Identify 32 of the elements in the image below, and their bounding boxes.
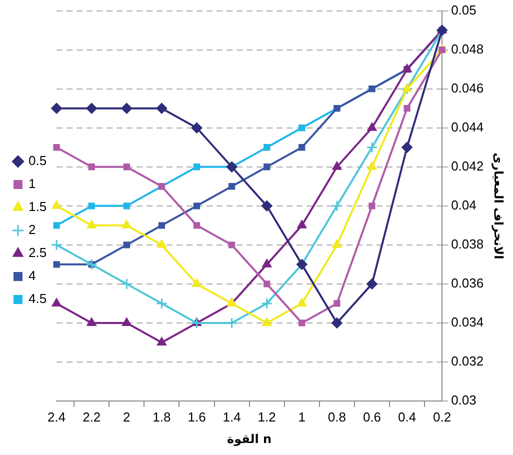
x-tick-label: 2 (123, 409, 130, 424)
x-tick-label: 2.4 (48, 409, 66, 424)
x-tick-label: 1 (298, 409, 306, 424)
y-axis-title: الانحراف المعيارى (492, 152, 506, 260)
y-tick-label: 0.038 (451, 236, 484, 252)
x-tick-label: 1.8 (152, 409, 171, 424)
y-tick-label: 0.03 (451, 392, 476, 408)
x-tick-label: 0.6 (362, 409, 382, 424)
x-tick-label: 2.2 (82, 409, 101, 424)
legend-label: 1 (28, 176, 36, 192)
x-tick-label: 0.4 (398, 409, 416, 424)
x-tick-label: 0.2 (433, 409, 452, 424)
x-tick-label: 1.4 (222, 409, 241, 424)
legend-label: 2 (28, 222, 36, 238)
legend-label: 2.5 (28, 245, 47, 260)
x-axis-title: القوة n (227, 432, 272, 446)
y-tick-label: 0.034 (451, 314, 484, 330)
y-tick-label: 0.044 (451, 119, 484, 134)
y-tick-label: 0.042 (451, 158, 484, 174)
y-tick-label: 0.04 (451, 197, 476, 212)
x-tick-label: 1.2 (258, 409, 276, 424)
legend-label: 1.5 (28, 199, 47, 214)
x-tick-label: 1.6 (188, 409, 206, 424)
y-tick-label: 0.046 (451, 80, 484, 96)
legend-label: 4 (28, 268, 36, 284)
legend-label: 0.5 (28, 153, 47, 168)
y-tick-label: 0.036 (451, 276, 484, 291)
x-tick-label: 0.8 (328, 409, 346, 424)
y-tick-label: 0.048 (451, 41, 484, 56)
y-tick-label: 0.05 (451, 2, 476, 18)
y-tick-label: 0.032 (451, 354, 484, 369)
legend-label: 4.5 (28, 291, 47, 306)
